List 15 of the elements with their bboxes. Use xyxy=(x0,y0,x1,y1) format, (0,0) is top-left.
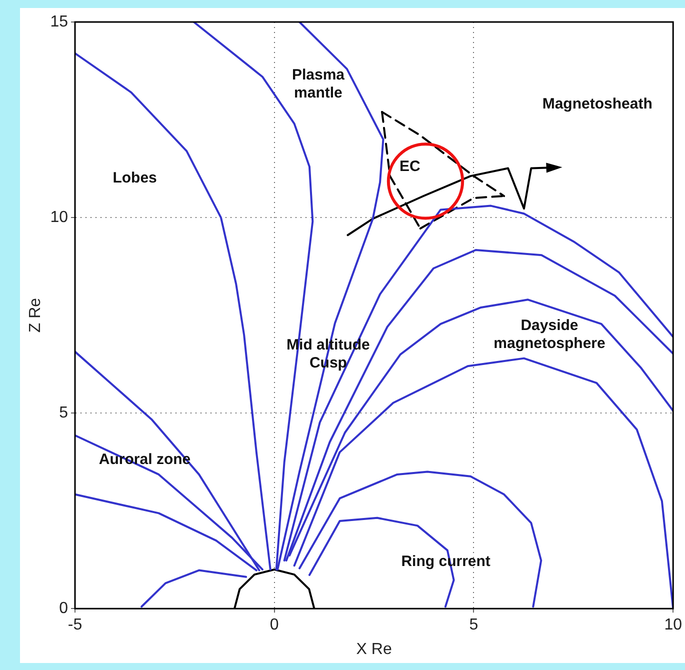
y-tick-label: 5 xyxy=(59,404,68,422)
x-axis-title: X Re xyxy=(356,640,392,658)
x-tick-label: 0 xyxy=(270,616,279,634)
annotation: Dayside magnetosphere xyxy=(494,316,606,352)
y-tick-label: 0 xyxy=(59,600,68,618)
annotation: Lobes xyxy=(112,170,157,187)
y-tick-label: 15 xyxy=(50,13,68,30)
x-tick-label: -5 xyxy=(68,616,82,634)
y-axis-title: Z Re xyxy=(27,298,44,333)
x-tick-label: 10 xyxy=(664,616,682,634)
y-tick-label: 10 xyxy=(50,208,68,226)
annotation: Magnetosheath xyxy=(542,95,652,112)
x-tick-label: 5 xyxy=(469,616,478,634)
annotation: EC xyxy=(400,158,421,175)
annotation: Plasma mantle xyxy=(292,66,346,102)
